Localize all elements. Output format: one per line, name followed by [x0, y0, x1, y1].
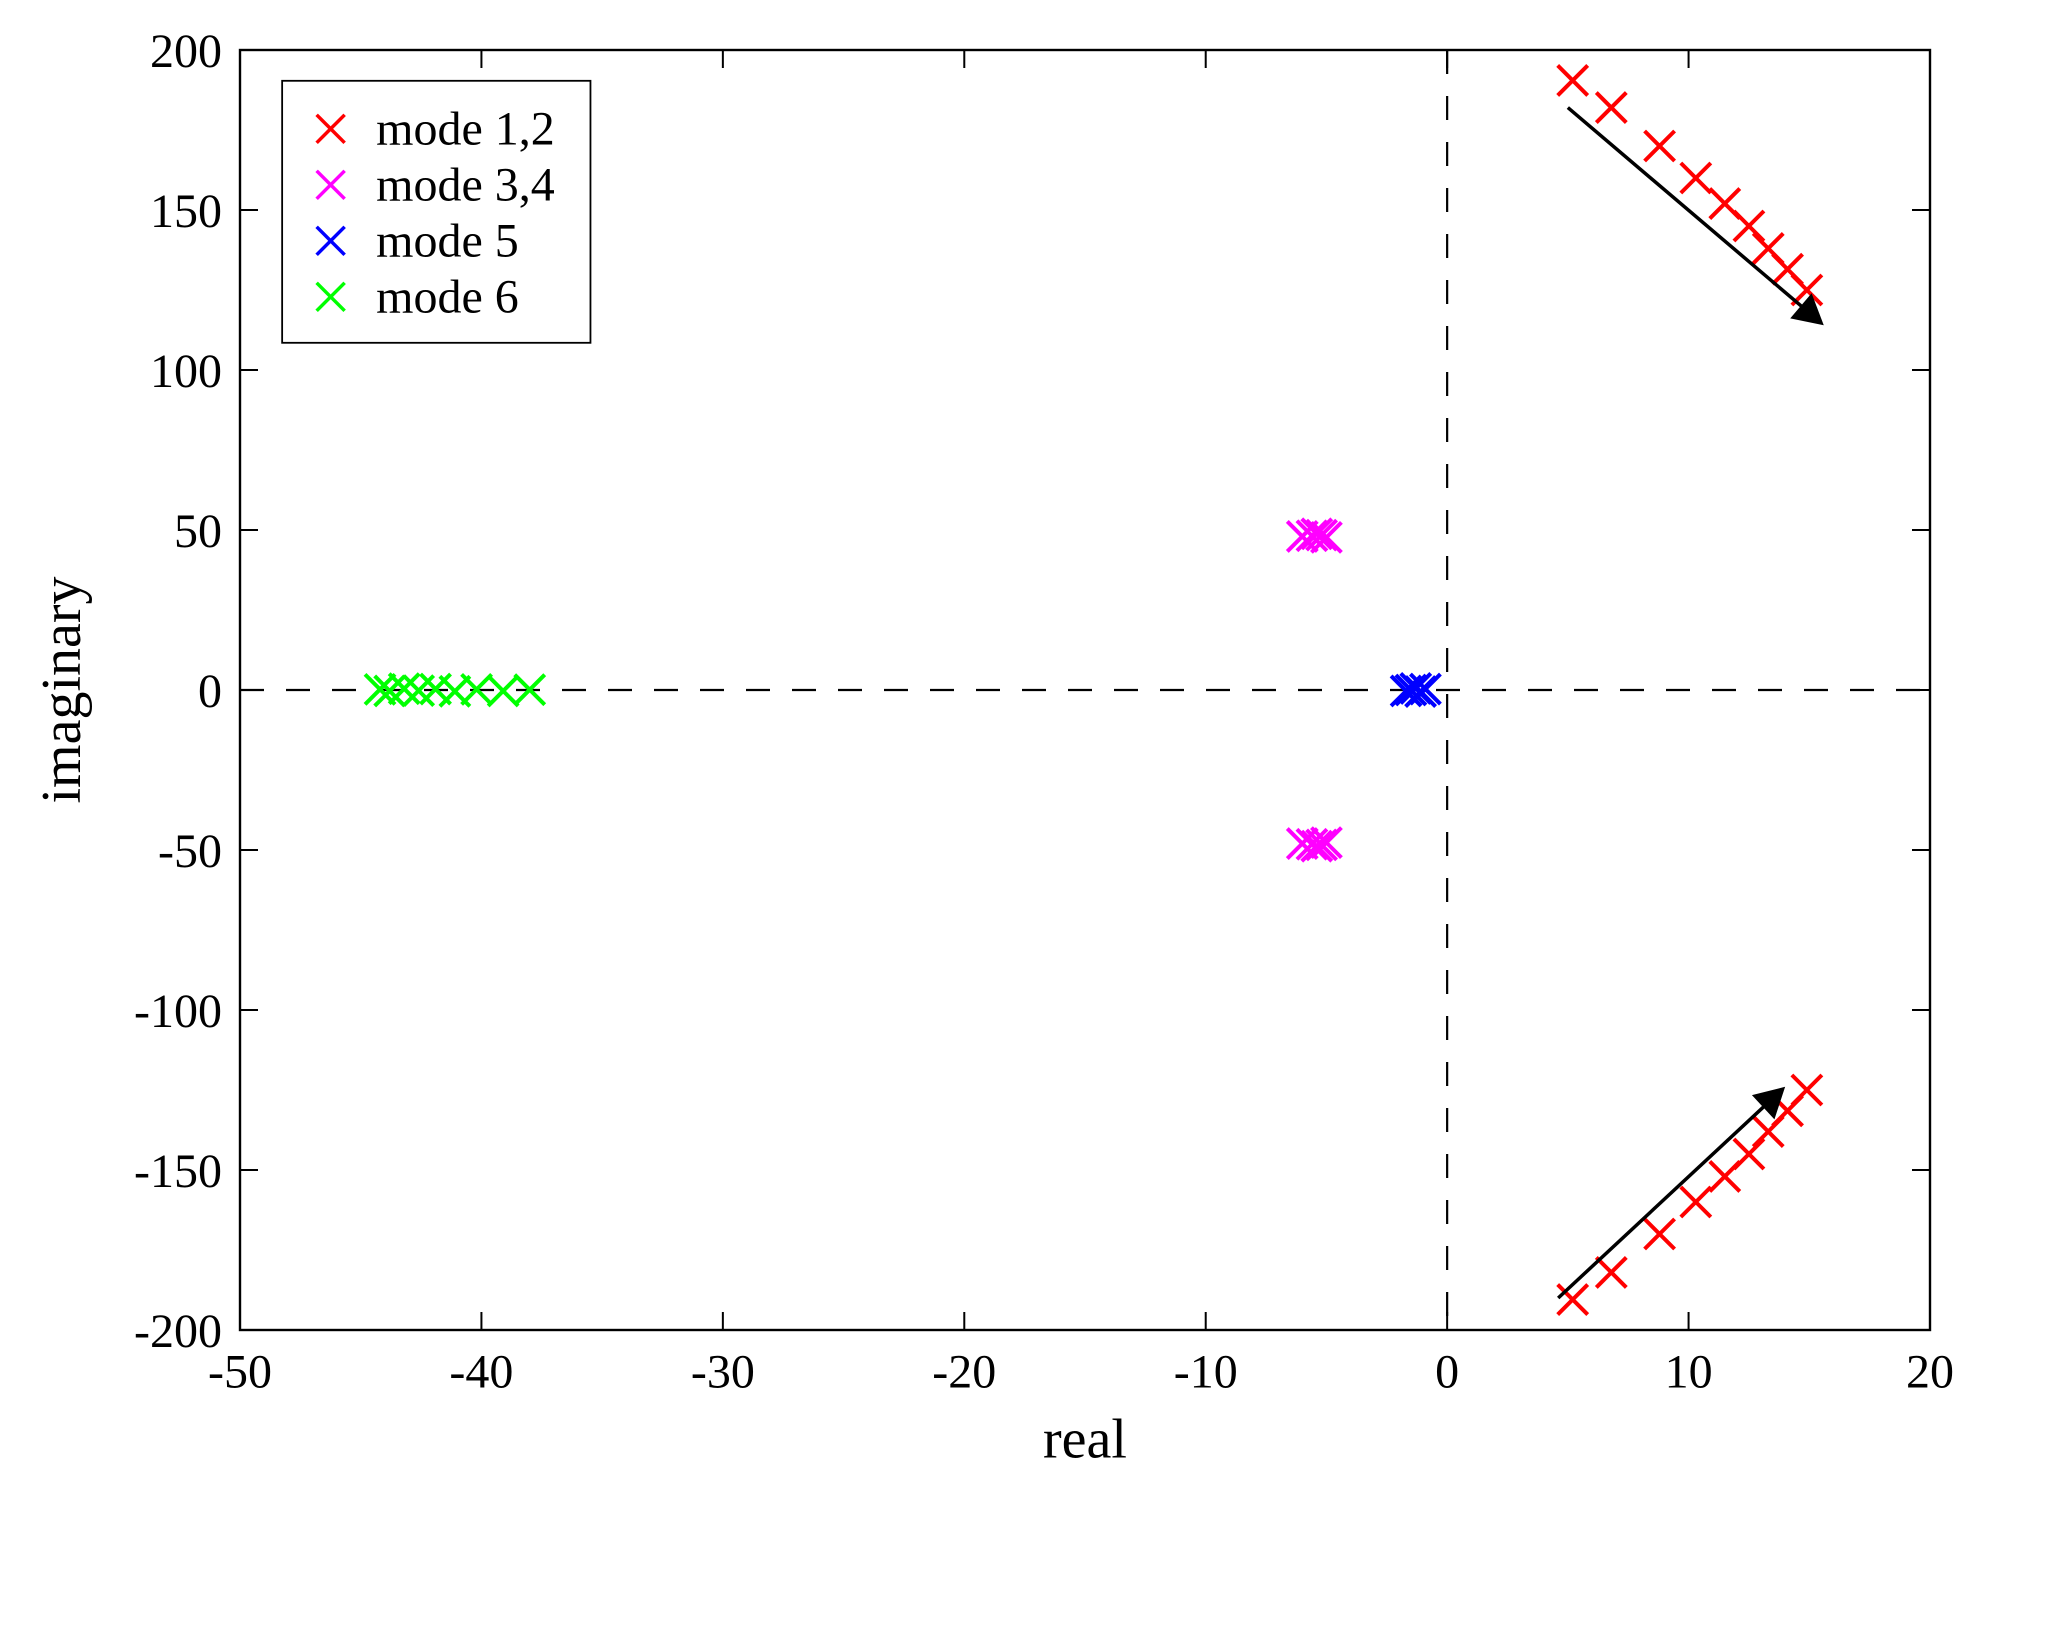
svg-text:-30: -30: [691, 1346, 755, 1399]
svg-text:-10: -10: [1174, 1346, 1238, 1399]
xlabel: real: [1043, 1409, 1127, 1471]
svg-text:200: 200: [150, 25, 222, 78]
svg-text:-150: -150: [134, 1145, 222, 1198]
legend: mode 1,2mode 3,4mode 5mode 6: [282, 81, 590, 343]
chart-container: -50-40-30-20-1001020-200-150-100-5005010…: [0, 0, 2051, 1631]
svg-text:50: 50: [174, 505, 222, 558]
legend-label: mode 5: [376, 215, 519, 268]
svg-text:10: 10: [1665, 1346, 1713, 1399]
ylabel: imaginary: [31, 576, 93, 803]
svg-text:-100: -100: [134, 985, 222, 1038]
svg-text:-40: -40: [449, 1346, 513, 1399]
svg-text:100: 100: [150, 345, 222, 398]
svg-text:150: 150: [150, 185, 222, 238]
svg-text:0: 0: [1435, 1346, 1459, 1399]
legend-label: mode 1,2: [376, 103, 555, 156]
legend-label: mode 6: [376, 271, 519, 324]
svg-text:20: 20: [1906, 1346, 1954, 1399]
pole-zero-scatter-chart: -50-40-30-20-1001020-200-150-100-5005010…: [0, 0, 2051, 1631]
svg-text:-200: -200: [134, 1305, 222, 1358]
svg-text:-20: -20: [932, 1346, 996, 1399]
svg-text:0: 0: [198, 665, 222, 718]
legend-label: mode 3,4: [376, 159, 555, 212]
svg-text:-50: -50: [158, 825, 222, 878]
